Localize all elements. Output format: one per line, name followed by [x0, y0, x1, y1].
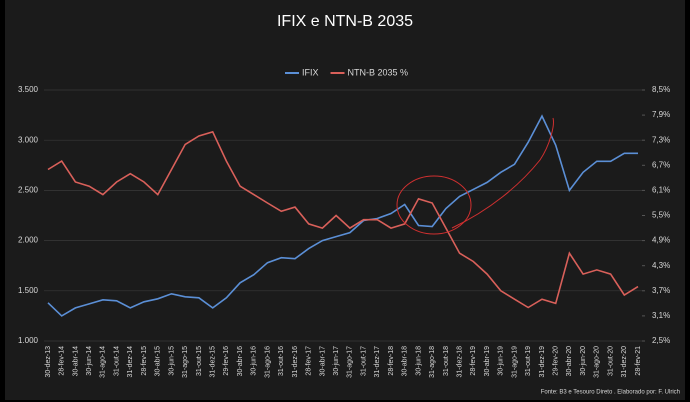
x-tick-label: 29-fev-20 [553, 346, 560, 376]
x-tick-label: 30-abr-18 [402, 346, 409, 376]
plot: 1.000 1.500 2.000 2.500 3.000 3.500 2,5% 3,1% 3,… [18, 67, 670, 378]
x-tick-label: 28-fev-21 [635, 346, 642, 376]
x-tick-label: 30-abr-15 [155, 346, 162, 376]
x-tick-label: 31-out-20 [607, 346, 614, 376]
x-tick-label: 31-out-14 [113, 346, 120, 376]
x-tick-label: 31-ago-19 [511, 346, 518, 378]
x-tick-label: 30-dez-13 [45, 346, 52, 378]
x-tick-label: 29-fev-16 [223, 346, 230, 376]
x-tick-label: 30-abr-20 [566, 346, 573, 376]
annotation-circle [396, 175, 472, 235]
x-tick-label: 31-dez-15 [209, 346, 216, 378]
x-tick-label: 30-jun-14 [86, 346, 93, 376]
y2-tick-label: 4,3% [652, 261, 670, 270]
x-tick-label: 30-jun-16 [251, 346, 258, 376]
series-line [47, 114, 638, 317]
y2-tick-label: 7,3% [652, 135, 670, 144]
x-tick-label: 31-dez-17 [374, 346, 381, 378]
x-tick-label: 31-ago-17 [347, 346, 354, 378]
y2-tick-label: 5,5% [652, 211, 670, 220]
x-tick-label: 30-jun-18 [415, 346, 422, 376]
x-tick-label: 31-ago-18 [429, 346, 436, 378]
y2-tick-label: 6,7% [652, 160, 670, 169]
x-tick-label: 28-fev-18 [388, 346, 395, 376]
x-tick-label: 31-out-18 [443, 346, 450, 376]
y-tick-label: 2.000 [18, 236, 39, 245]
chart-background [5, 0, 685, 400]
x-tick-label: 30-jun-17 [333, 346, 340, 376]
x-tick-label: 31-ago-14 [100, 346, 107, 378]
y2-tick-label: 6,1% [652, 186, 670, 195]
x-tick-label: 31-ago-15 [182, 346, 189, 378]
x-tick-label: 30-abr-16 [237, 346, 244, 376]
x-tick-label: 28-fev-15 [141, 346, 148, 376]
x-tick-label: 28-fev-19 [470, 346, 477, 376]
x-tick-label: 31-out-16 [278, 346, 285, 376]
x-tick-label: 30-abr-19 [484, 346, 491, 376]
y2-tick-label: 3,7% [652, 286, 670, 295]
x-tick-label: 30-jun-20 [580, 346, 587, 376]
x-tick-label: 31-dez-19 [539, 346, 546, 378]
y-tick-label: 1.500 [18, 286, 39, 295]
y2-tick-label: 3,1% [652, 311, 670, 320]
x-tick-label: 31-dez-16 [292, 346, 299, 378]
series-line [47, 130, 639, 309]
legend-label: NTN-B 2035 % [348, 67, 409, 77]
x-tick-label: 30-jun-15 [168, 346, 175, 376]
source-note: Fonte: B3 e Tesouro Direto . Elaborado p… [541, 390, 680, 396]
y-tick-label: 2.500 [18, 186, 39, 195]
x-tick-label: 31-ago-20 [594, 346, 601, 378]
x-tick-label: 30-jun-19 [498, 346, 505, 376]
y2-tick-label: 7,9% [652, 110, 670, 119]
y2-tick-label: 2,5% [652, 336, 670, 345]
x-tick-label: 30-abr-17 [319, 346, 326, 376]
x-tick-label: 31-out-19 [525, 346, 532, 376]
x-tick-label: 30-abr-14 [72, 346, 79, 376]
y-tick-label: 1.000 [18, 336, 39, 345]
x-tick-label: 31-dez-18 [456, 346, 463, 378]
y2-tick-label: 8,5% [652, 85, 670, 94]
y-tick-label: 3.500 [18, 85, 39, 94]
x-tick-label: 31-out-15 [196, 346, 203, 376]
x-tick-label: 31-dez-14 [127, 346, 134, 378]
x-tick-label: 28-fev-17 [306, 346, 313, 376]
x-tick-label: 31-ago-16 [264, 346, 271, 378]
x-tick-label: 31-out-17 [360, 346, 367, 376]
y2-tick-label: 4,9% [652, 236, 670, 245]
y-tick-label: 3.000 [18, 135, 39, 144]
x-tick-label: 28-fev-14 [59, 346, 66, 376]
annotation-stroke [451, 117, 554, 229]
legend-label: IFIX [302, 67, 319, 77]
x-tick-label: 31-dez-20 [621, 346, 628, 378]
chart-title: IFIX e NTN-B 2035 [277, 13, 413, 30]
